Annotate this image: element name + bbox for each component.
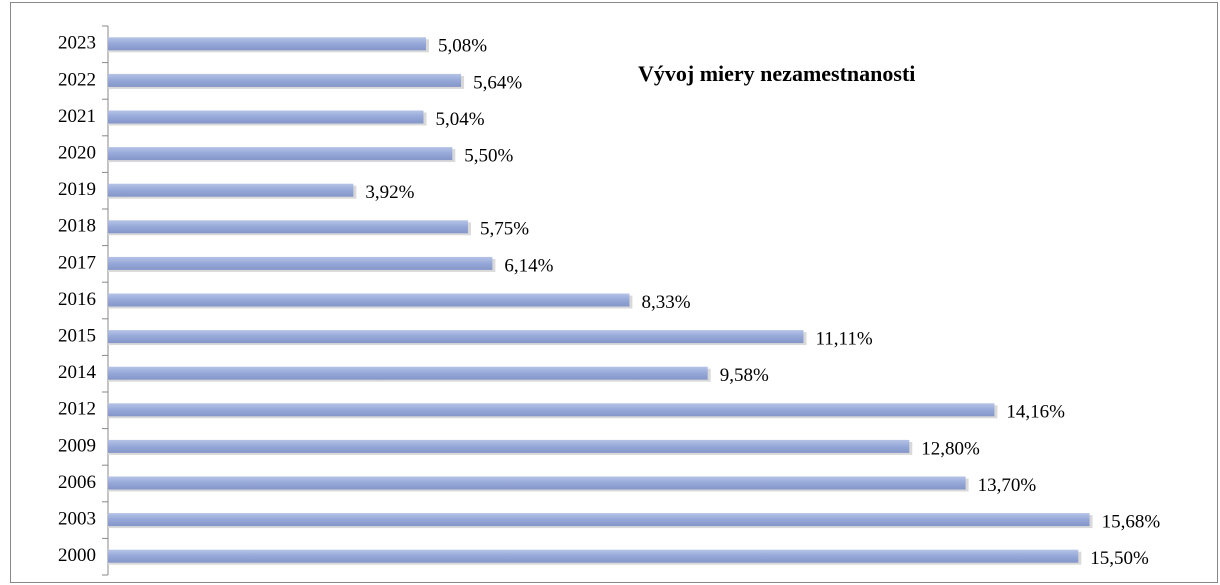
y-tick-label: 2019 bbox=[58, 179, 96, 200]
y-tick-label: 2014 bbox=[58, 362, 97, 383]
bar bbox=[108, 403, 995, 417]
bar bbox=[108, 439, 910, 453]
y-tick-label: 2022 bbox=[58, 69, 96, 90]
data-label: 15,68% bbox=[1102, 511, 1161, 532]
data-label: 14,16% bbox=[1006, 402, 1065, 423]
chart-frame bbox=[10, 2, 1218, 583]
y-tick-label: 2015 bbox=[58, 325, 96, 346]
data-label: 5,08% bbox=[438, 36, 487, 57]
bar bbox=[108, 256, 493, 270]
data-label: 13,70% bbox=[978, 475, 1037, 496]
data-label: 11,11% bbox=[815, 328, 872, 349]
data-label: 3,92% bbox=[365, 182, 414, 203]
y-tick-label: 2006 bbox=[58, 472, 96, 493]
data-label: 12,80% bbox=[921, 438, 980, 459]
bar bbox=[108, 549, 1079, 563]
y-tick-label: 2020 bbox=[58, 142, 96, 163]
bar bbox=[108, 330, 804, 344]
y-tick-label: 2012 bbox=[58, 399, 96, 420]
data-label: 15,50% bbox=[1090, 548, 1149, 569]
y-tick-label: 2003 bbox=[58, 508, 96, 529]
y-tick-label: 2016 bbox=[58, 289, 96, 310]
bar bbox=[108, 476, 966, 490]
bar bbox=[108, 513, 1090, 527]
data-label: 5,75% bbox=[480, 219, 529, 240]
bar bbox=[108, 366, 708, 380]
bar bbox=[108, 293, 630, 307]
data-label: 5,64% bbox=[473, 72, 522, 93]
y-tick-label: 2021 bbox=[58, 106, 96, 127]
bar bbox=[108, 73, 462, 87]
data-label: 6,14% bbox=[504, 255, 553, 276]
bar bbox=[108, 37, 427, 51]
data-label: 5,04% bbox=[436, 109, 485, 130]
data-label: 5,50% bbox=[464, 145, 513, 166]
bar bbox=[108, 110, 424, 124]
y-tick-label: 2018 bbox=[58, 216, 96, 237]
y-tick-label: 2017 bbox=[58, 252, 96, 273]
y-tick-label: 2000 bbox=[58, 545, 96, 566]
chart-title: Vývoj miery nezamestnanosti bbox=[638, 61, 915, 86]
y-tick-label: 2009 bbox=[58, 435, 96, 456]
bar bbox=[108, 220, 468, 234]
data-label: 9,58% bbox=[720, 365, 769, 386]
bar bbox=[108, 147, 453, 161]
y-tick-label: 2023 bbox=[58, 33, 96, 54]
data-label: 8,33% bbox=[641, 292, 690, 313]
bar bbox=[108, 183, 354, 197]
